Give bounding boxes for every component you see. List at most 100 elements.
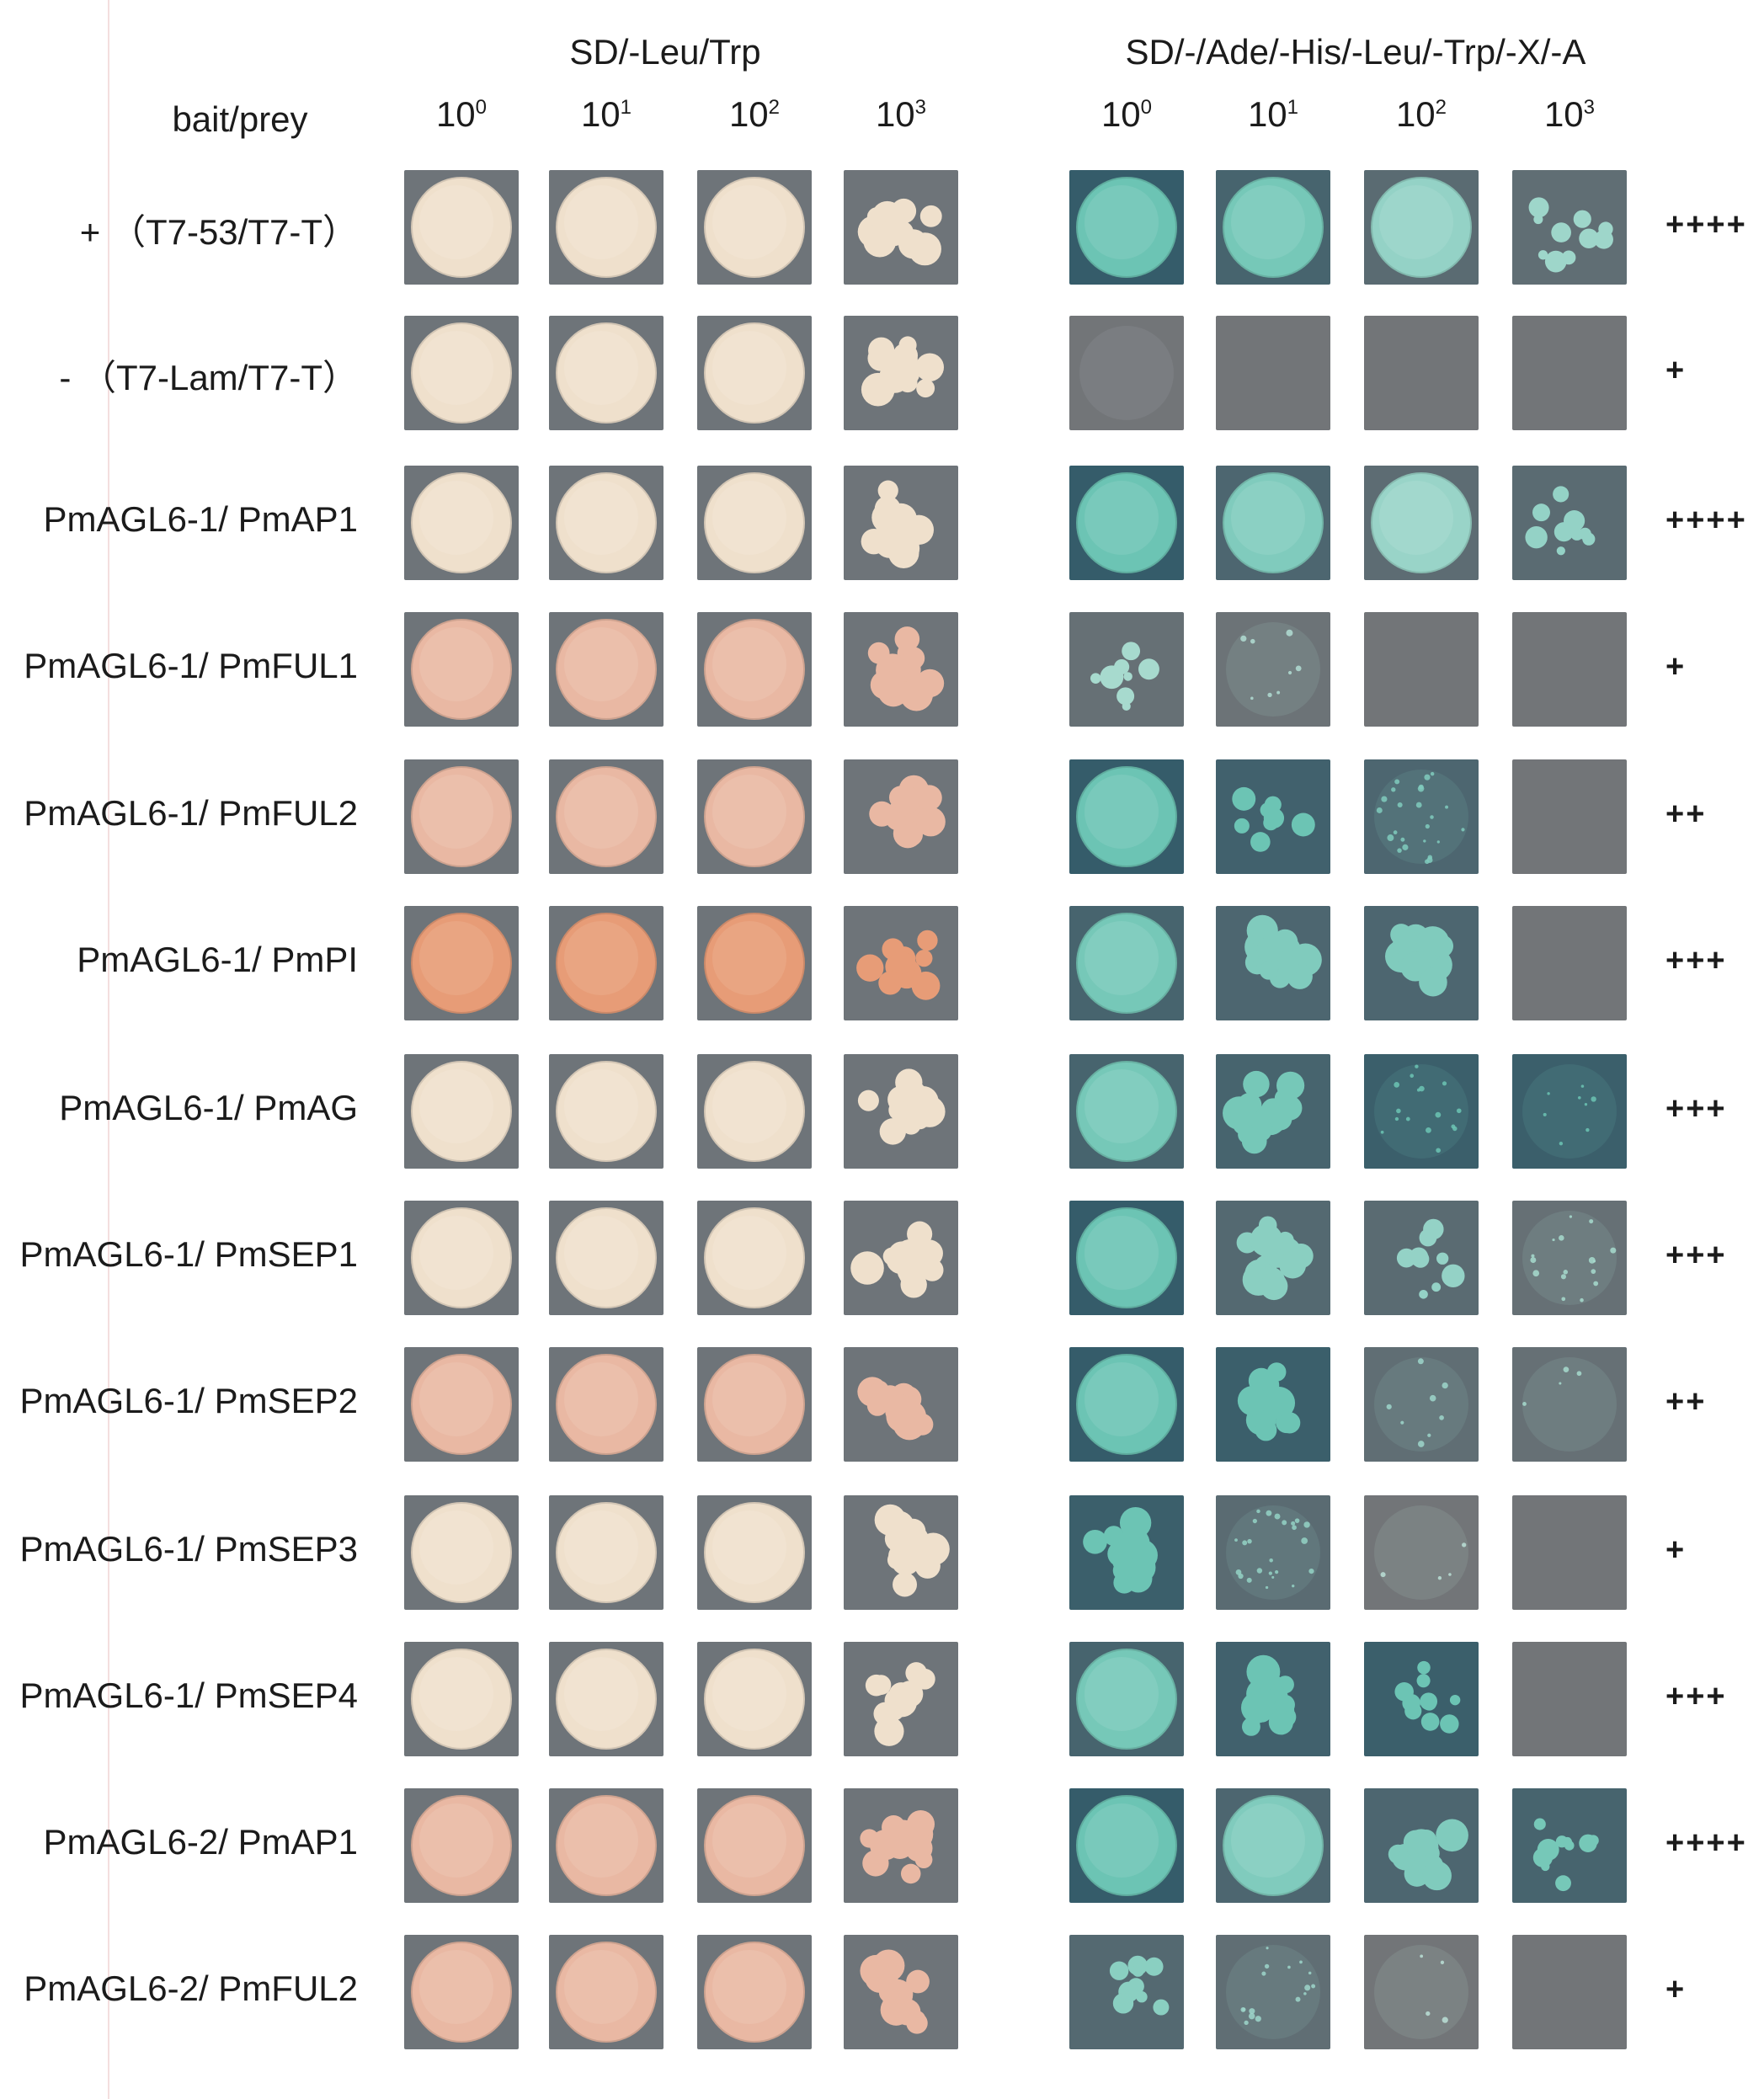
spot-plate-sd-quad-dropout [1512, 612, 1627, 727]
spot-plate-sd-leu-trp [697, 1642, 812, 1756]
spot-plate-sd-quad-dropout [1364, 316, 1479, 430]
dilution-base: 10 [580, 94, 621, 134]
interaction-score: + [1665, 649, 1687, 685]
spot-plate-sd-leu-trp [404, 906, 519, 1020]
spot-plate-sd-quad-dropout [1364, 1788, 1479, 1903]
bait-prey-label: - （T7-Lam/T7-T） [59, 358, 358, 397]
interaction-score: +++ [1665, 1679, 1727, 1714]
spot-plate-sd-leu-trp [549, 1935, 663, 2049]
spot-plate-sd-leu-trp [404, 1642, 519, 1756]
bait-prey-label: PmAGL6-2/ PmFUL2 [24, 1968, 358, 2008]
spot-plate-sd-quad-dropout [1216, 170, 1330, 285]
dilution-exponent: 1 [620, 96, 632, 119]
spot-plate-sd-quad-dropout [1512, 1495, 1627, 1610]
spot-plate-sd-leu-trp [404, 1935, 519, 2049]
bait-prey-label: PmAGL6-1/ PmSEP3 [19, 1529, 358, 1569]
spot-plate-sd-quad-dropout [1512, 1201, 1627, 1315]
assay-row: PmAGL6-1/ PmAP1 ++++ [0, 466, 1764, 583]
dilution-exponent: 1 [1287, 96, 1299, 119]
bait-prey-label: + （T7-53/T7-T） [79, 212, 358, 252]
spot-plate-sd-leu-trp [549, 1201, 663, 1315]
bait-prey-label: PmAGL6-1/ PmFUL1 [24, 646, 358, 685]
dilution-header: 100 [411, 94, 512, 145]
spot-plate-sd-quad-dropout [1512, 466, 1627, 580]
spot-plate-sd-quad-dropout [1512, 170, 1627, 285]
dilution-base: 10 [1543, 94, 1584, 134]
dilution-exponent: 2 [768, 96, 781, 119]
spot-plate-sd-quad-dropout [1216, 1201, 1330, 1315]
spot-plate-sd-quad-dropout [1069, 759, 1184, 874]
spot-plate-sd-leu-trp [549, 1495, 663, 1610]
spot-plate-sd-leu-trp [549, 170, 663, 285]
assay-row: PmAGL6-1/ PmSEP2 ++ [0, 1347, 1764, 1465]
assay-row: PmAGL6-1/ PmSEP3 + [0, 1495, 1764, 1613]
spot-plate-sd-quad-dropout [1512, 1347, 1627, 1462]
spot-plate-sd-quad-dropout [1069, 1054, 1184, 1169]
spot-plate-sd-leu-trp [844, 1788, 958, 1903]
spot-plate-sd-quad-dropout [1069, 612, 1184, 727]
spot-plate-sd-leu-trp [844, 1642, 958, 1756]
assay-row: PmAGL6-2/ PmFUL2 + [0, 1935, 1764, 2053]
spot-plate-sd-leu-trp [549, 1788, 663, 1903]
bait-prey-label: PmAGL6-1/ PmFUL2 [24, 793, 358, 833]
dilution-exponent: 2 [1435, 96, 1447, 119]
assay-row: PmAGL6-1/ PmSEP4 +++ [0, 1642, 1764, 1760]
bait-prey-label: PmAGL6-1/ PmAP1 [43, 499, 358, 539]
dilution-base: 10 [875, 94, 915, 134]
dilution-base: 10 [728, 94, 769, 134]
spot-plate-sd-quad-dropout [1069, 316, 1184, 430]
dilution-base: 10 [435, 94, 476, 134]
spot-plate-sd-quad-dropout [1216, 906, 1330, 1020]
spot-plate-sd-leu-trp [697, 1347, 812, 1462]
spot-plate-sd-leu-trp [844, 316, 958, 430]
margin-line [108, 0, 109, 2099]
assay-row: PmAGL6-1/ PmFUL2 ++ [0, 759, 1764, 877]
spot-plate-sd-leu-trp [549, 1347, 663, 1462]
dilution-header: 102 [704, 94, 805, 145]
spot-plate-sd-quad-dropout [1216, 1495, 1330, 1610]
spot-plate-sd-leu-trp [697, 759, 812, 874]
spot-plate-sd-leu-trp [844, 906, 958, 1020]
spot-plate-sd-leu-trp [404, 1201, 519, 1315]
group-title-sd-leu-trp: SD/-Leu/Trp [569, 32, 761, 72]
spot-plate-sd-quad-dropout [1364, 170, 1479, 285]
interaction-score: +++ [1665, 943, 1727, 978]
spot-plate-sd-leu-trp [404, 466, 519, 580]
spot-plate-sd-leu-trp [844, 759, 958, 874]
spot-plate-sd-leu-trp [844, 1054, 958, 1169]
spot-plate-sd-quad-dropout [1364, 1495, 1479, 1610]
dilution-base: 10 [1395, 94, 1436, 134]
spot-plate-sd-leu-trp [549, 466, 663, 580]
assay-row: PmAGL6-2/ PmAP1 ++++ [0, 1788, 1764, 1906]
spot-plate-sd-quad-dropout [1216, 316, 1330, 430]
spot-plate-sd-quad-dropout [1364, 612, 1479, 727]
spot-plate-sd-leu-trp [549, 1642, 663, 1756]
bait-prey-label: PmAGL6-1/ PmSEP1 [19, 1234, 358, 1274]
interaction-score: ++ [1665, 796, 1707, 832]
interaction-score: + [1665, 1972, 1687, 2007]
spot-plate-sd-leu-trp [844, 1495, 958, 1610]
spot-plate-sd-quad-dropout [1364, 466, 1479, 580]
spot-plate-sd-leu-trp [697, 316, 812, 430]
dilution-header: 103 [1519, 94, 1620, 145]
spot-plate-sd-quad-dropout [1069, 1495, 1184, 1610]
dilution-header: 102 [1371, 94, 1472, 145]
spot-plate-sd-leu-trp [697, 906, 812, 1020]
bait-prey-label: PmAGL6-2/ PmAP1 [43, 1822, 358, 1862]
interaction-score: ++++ [1665, 207, 1747, 242]
dilution-base: 10 [1247, 94, 1287, 134]
spot-plate-sd-quad-dropout [1512, 316, 1627, 430]
spot-plate-sd-leu-trp [404, 1495, 519, 1610]
spot-plate-sd-leu-trp [404, 316, 519, 430]
spot-plate-sd-leu-trp [404, 1054, 519, 1169]
bait-prey-label: PmAGL6-1/ PmAG [59, 1088, 358, 1127]
spot-plate-sd-leu-trp [844, 170, 958, 285]
spot-plate-sd-leu-trp [844, 466, 958, 580]
assay-row: + （T7-53/T7-T） ++++ [0, 170, 1764, 288]
spot-plate-sd-leu-trp [404, 759, 519, 874]
spot-plate-sd-leu-trp [549, 316, 663, 430]
spot-plate-sd-leu-trp [549, 1054, 663, 1169]
interaction-score: ++++ [1665, 503, 1747, 538]
bait-prey-header: bait/prey [172, 99, 308, 139]
dilution-base: 10 [1101, 94, 1141, 134]
